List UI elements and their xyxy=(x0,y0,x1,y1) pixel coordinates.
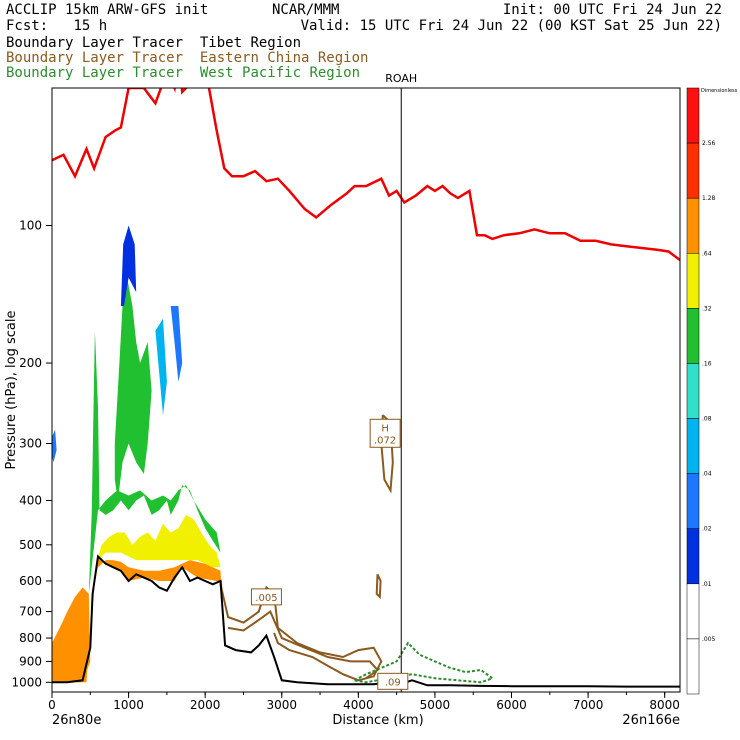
forecast-hour: Fcst: 15 h xyxy=(6,18,107,34)
x-tick-label: 7000 xyxy=(573,698,604,712)
tracer-label: Boundary Layer Tracer xyxy=(6,50,184,66)
eastern-china-contour-0 xyxy=(219,584,383,682)
x-tick-label: 6000 xyxy=(496,698,527,712)
colorbar-cell xyxy=(686,142,700,199)
colorbar: Dimensionless 2.56 1.28 .64 .32 .16 .08 .04 .02.… xyxy=(686,87,738,695)
axes: H.072 .005 .09 0 1000 2000 3000 4000 5000 6000 700… xyxy=(11,219,680,712)
contour-label-box xyxy=(377,672,409,690)
tracer-label: Boundary Layer Tracer xyxy=(6,35,184,51)
contour-label-text: .072 xyxy=(374,435,396,446)
colorbar-level-label: .01 xyxy=(702,581,712,588)
colorbar-cell xyxy=(686,528,700,585)
tracer-shade-7 xyxy=(52,429,57,463)
colorbar-level-label: .005 xyxy=(702,636,716,643)
tracer-legend-eastern-china: Boundary Layer Tracer Eastern China Regi… xyxy=(6,50,368,66)
colorbar-cell xyxy=(686,473,700,529)
tracer-shading xyxy=(52,225,225,683)
tracer-shade-6 xyxy=(120,225,137,306)
contour-label-text: H xyxy=(381,423,389,434)
init-time: Init: 00 UTC Fri 24 Jun 22 xyxy=(502,2,722,18)
colorbar-level-label: .64 xyxy=(702,250,712,257)
valid-time: Valid: 15 UTC Fri 24 Jun 22 (00 KST Sat … xyxy=(300,18,722,34)
x-tick-label: 8000 xyxy=(649,698,680,712)
x-axis-label: Distance (km) xyxy=(332,713,423,728)
west-pacific-contour xyxy=(354,641,495,684)
left-endpoint-label: 26n80e xyxy=(52,713,101,728)
y-tick-label: 1000 xyxy=(11,675,42,689)
x-tick-label: 0 xyxy=(48,698,56,712)
colorbar-cell xyxy=(686,418,700,474)
colorbar-level-label: 1.28 xyxy=(702,195,716,202)
contour-label-1: .005 xyxy=(250,588,282,606)
colorbar-level-label: .04 xyxy=(702,471,712,478)
y-tick-label: 400 xyxy=(19,494,42,508)
colorbar-level-label: .16 xyxy=(702,360,712,367)
colorbar-cell xyxy=(686,638,700,695)
colorbar-title: Dimensionless xyxy=(701,88,738,94)
x-tick-label: 4000 xyxy=(343,698,374,712)
x-tick-label: 5000 xyxy=(420,698,451,712)
colorbar-cell xyxy=(686,87,700,144)
eastern-china-contour-1 xyxy=(227,610,379,680)
colorbar-level-label: .08 xyxy=(702,416,712,423)
tracer-legend-tibet: Boundary Layer Tracer Tibet Region xyxy=(6,35,301,51)
fcst-label: Fcst: xyxy=(6,18,49,34)
y-axis-label: Pressure (hPa), log scale xyxy=(4,311,19,470)
y-tick-label: 600 xyxy=(19,574,42,588)
org-label: NCAR/MMM xyxy=(272,2,340,18)
colorbar-level-label: .32 xyxy=(702,305,712,312)
colorbar-cell xyxy=(686,308,700,364)
contour-label-text: .005 xyxy=(255,593,277,604)
contour-label-box xyxy=(369,418,401,448)
y-tick-label: 900 xyxy=(19,654,42,668)
y-tick-label: 300 xyxy=(19,436,42,450)
x-tick-label: 2000 xyxy=(190,698,221,712)
colorbar-cell xyxy=(686,253,700,309)
tracer-shade-8 xyxy=(170,306,183,382)
tracer-shade-4 xyxy=(114,277,152,501)
tracer-shade-5 xyxy=(155,318,167,416)
terrain-line xyxy=(52,554,680,688)
colorbar-level-label: 2.56 xyxy=(702,140,716,147)
tracer-region: Eastern China Region xyxy=(199,50,369,66)
y-tick-label: 500 xyxy=(19,538,42,552)
plot-frame xyxy=(51,87,681,693)
station-label: ROAH xyxy=(385,72,417,85)
tracer-label: Boundary Layer Tracer xyxy=(6,65,184,81)
right-endpoint-label: 26n166e xyxy=(622,713,680,728)
model-title: ACCLIP 15km ARW-GFS init xyxy=(6,2,209,18)
y-tick-label: 700 xyxy=(19,605,42,619)
colorbar-cell xyxy=(686,363,700,419)
contour-label-2: .09 xyxy=(377,672,409,690)
contour-label-text: .09 xyxy=(385,677,401,688)
fcst-value: 15 h xyxy=(73,18,108,34)
tracer-shade-0 xyxy=(52,556,225,683)
y-tick-label: 800 xyxy=(19,631,42,645)
tracer-shade-1 xyxy=(52,587,91,683)
contour-label-box xyxy=(250,588,282,606)
y-tick-label: 200 xyxy=(19,356,42,370)
colorbar-level-label: .02 xyxy=(702,526,712,533)
tracer-shade-2 xyxy=(94,514,221,568)
contour-label-0: H.072 xyxy=(369,418,401,448)
tracer-region: West Pacific Region xyxy=(199,65,361,81)
tracer-region: Tibet Region xyxy=(199,35,302,51)
x-tick-label: 1000 xyxy=(113,698,144,712)
colorbar-cell xyxy=(686,583,700,640)
x-tick-label: 3000 xyxy=(266,698,297,712)
y-tick-label: 100 xyxy=(19,219,42,233)
tracer-legend-west-pacific: Boundary Layer Tracer West Pacific Regio… xyxy=(6,65,360,81)
tropopause-line xyxy=(52,88,680,262)
eastern-china-contour-3 xyxy=(375,573,382,600)
colorbar-cell xyxy=(686,197,700,254)
